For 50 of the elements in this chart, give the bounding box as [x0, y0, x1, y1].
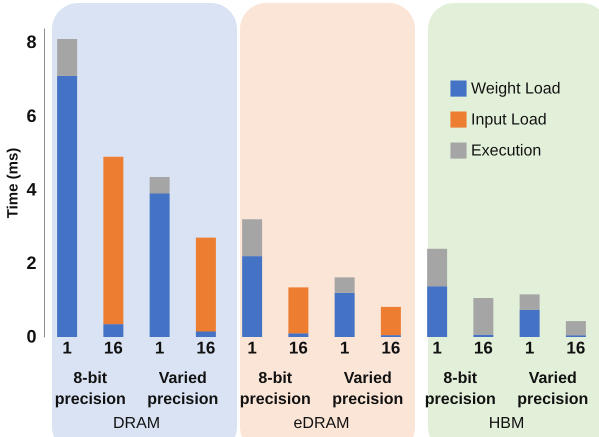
- bar: [520, 310, 540, 337]
- x-tick-label: 1: [524, 338, 534, 358]
- bar: [473, 298, 494, 335]
- bar: [196, 331, 216, 337]
- y-tick-label: 8: [26, 32, 36, 52]
- bar: [150, 194, 170, 337]
- bar: [288, 287, 308, 334]
- x-tick-label: 16: [381, 338, 400, 358]
- legend-label: Execution: [471, 142, 542, 160]
- bar: [196, 238, 216, 332]
- text: 8-bit precision: [54, 370, 126, 408]
- x-tick-label: 16: [104, 338, 123, 358]
- text: 8-bit precision: [424, 370, 496, 408]
- text: eDRAM: [293, 415, 350, 432]
- bar: [334, 292, 355, 337]
- y-axis-title: Time (ms): [4, 148, 22, 218]
- y-tick-label: 2: [26, 252, 36, 273]
- bar: [520, 294, 540, 310]
- y-tick-label: 4: [26, 179, 36, 200]
- text: HBM: [488, 415, 524, 432]
- bar: [566, 321, 586, 336]
- bar: [57, 39, 78, 76]
- bar: [380, 306, 401, 336]
- bar: [103, 324, 124, 337]
- text: Varied precision: [147, 370, 218, 408]
- bar: [150, 176, 170, 194]
- x-tick-label: 16: [474, 338, 493, 358]
- bar: [334, 277, 355, 293]
- x-tick-label: 1: [340, 338, 350, 358]
- x-tick-label: 16: [288, 338, 308, 358]
- bar: [57, 76, 78, 337]
- x-tick-label: 1: [247, 338, 257, 358]
- x-tick-label: 1: [432, 338, 442, 358]
- x-tick-label: 16: [196, 338, 216, 358]
- text: Varied precision: [332, 370, 404, 408]
- y-tick-label: 0: [26, 326, 36, 346]
- x-tick-label: 1: [154, 338, 164, 358]
- bar: [427, 286, 448, 337]
- bar: [103, 156, 124, 324]
- legend-label: Input Load: [471, 112, 547, 128]
- x-tick-label: 1: [62, 338, 72, 358]
- y-tick-label: 6: [26, 106, 36, 126]
- x-tick-label: 16: [566, 338, 586, 358]
- bar: [242, 256, 262, 337]
- text: DRAM: [112, 415, 160, 432]
- text: Varied precision: [517, 370, 588, 408]
- bar: [288, 333, 308, 337]
- bar: [427, 248, 448, 286]
- bar: [242, 219, 262, 256]
- legend-label: Weight Load: [471, 80, 561, 98]
